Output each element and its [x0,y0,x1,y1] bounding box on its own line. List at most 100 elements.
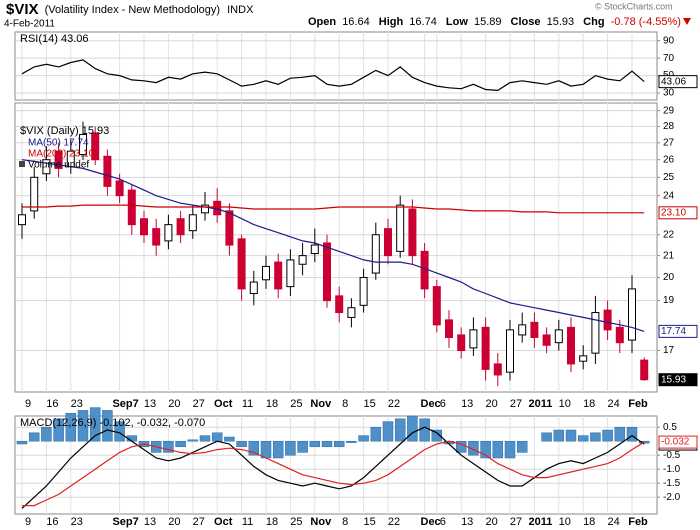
histogram-bar [614,426,626,442]
x-tick-label: 8 [342,398,348,410]
candle-body [542,334,551,346]
symbol: $VIX [6,1,39,18]
candle-body [567,326,575,365]
panel-title: MACD(12,26,9) -0.102, -0.032, -0.070 [20,417,205,429]
y-tick-label: -1.0 [663,464,681,475]
series-line [22,440,645,507]
candle-body [384,228,392,257]
x-tick-label: 15 [363,516,375,528]
y-tick-label: 28 [663,121,675,132]
value-box-label: 17.74 [661,326,686,337]
histogram-bar [516,440,528,453]
value-box-label: 15.93 [661,374,686,385]
annotation: Volume undef [28,160,89,171]
x-tick-label: 15 [363,398,375,410]
histogram-bar [236,440,247,448]
candle-body [310,244,319,254]
down-arrow [683,18,691,25]
candle-body [42,159,51,175]
series-line [21,59,645,92]
histogram-bar [28,432,40,442]
candle-body [127,189,136,226]
low-label: Low [446,16,468,28]
x-tick-label: Nov [310,398,332,410]
x-tick-label: 2011 [528,516,552,528]
x-tick-label: 11 [242,516,253,528]
close-label: Close [511,16,541,28]
histogram-bar [163,440,174,453]
histogram-bar [187,439,199,442]
candle-body [457,334,466,352]
histogram-bar [309,440,321,448]
x-tick-label: 25 [290,516,302,528]
y-tick-label: -0.5 [663,450,681,461]
quote: Open 16.64 High 16.74 Low 15.89 Close 15… [308,16,681,28]
open-value: 16.64 [342,16,370,28]
value-box-label: -0.032 [661,437,690,448]
histogram-bar [370,426,382,442]
histogram-bar [480,440,491,459]
candle-body [286,259,295,288]
candle-body [554,329,563,344]
open-label: Open [308,16,336,28]
x-tick-label: 27 [193,516,205,528]
y-tick-label: 17 [663,345,675,356]
candle-body [603,309,612,331]
candle-body [640,359,649,381]
series-line [22,204,645,214]
y-tick-label: 30 [663,88,675,99]
histogram-bar [224,436,235,442]
y-tick-label: 26 [663,154,675,165]
x-tick-label: Sep7 [112,516,138,528]
x-tick-label: Sep7 [112,398,138,410]
value-box [658,324,698,338]
histogram-bar [553,429,565,442]
histogram-bar [260,440,272,459]
x-tick-label: 13 [144,516,156,528]
x-tick-label: Dec [421,398,441,410]
candle-body [140,218,148,236]
candle-body [249,281,258,295]
histogram-bar [577,435,589,442]
candle-body [359,277,368,306]
histogram-bar [175,440,186,448]
candle-body [323,242,331,302]
candle-body [176,218,185,236]
x-tick-label: 20 [485,398,497,410]
histogram-bar [541,432,552,442]
candle-body [506,329,514,373]
histogram-bar [333,440,345,448]
histogram-bar [297,440,308,453]
candle-body [432,286,441,326]
close-value: 15.93 [547,16,575,28]
y-tick-label: 0.5 [663,422,677,433]
low-value: 15.89 [474,16,502,28]
x-tick-label: 13 [461,516,473,528]
x-tick-label: 18 [266,516,278,528]
histogram-bar [65,412,77,442]
x-tick-label: 18 [583,398,595,410]
histogram-bar [407,415,418,442]
candle-body [396,204,405,252]
y-tick-label: 20 [663,272,675,283]
x-tick-label: 2011 [528,398,552,410]
x-tick-label: 10 [559,398,571,410]
y-tick-label: -1.5 [663,478,681,489]
x-tick-label: 18 [266,398,278,410]
panel-frame [14,31,658,101]
candle-body [79,134,87,156]
histogram-bar [16,440,28,445]
histogram-bar [468,440,479,456]
x-tick-label: Oct [214,516,233,528]
legend-icon [19,161,25,167]
x-tick-label: 22 [388,516,400,528]
value-box-label: 43.06 [661,76,686,87]
candle-body [225,210,234,246]
histogram-bar [41,426,52,442]
panel-frame [14,102,658,393]
y-tick-label: 90 [663,35,675,46]
security-name: (Volatility Index - New Methodology) [45,4,220,16]
histogram-bar [77,410,89,442]
candle-body [493,363,502,376]
